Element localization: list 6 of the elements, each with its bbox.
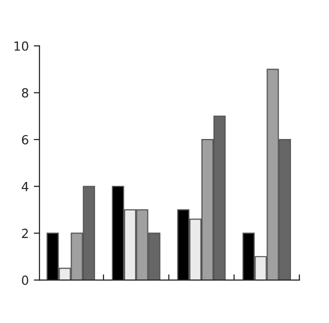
- y-tick-label: 6: [22, 135, 28, 144]
- y-tick-label: 2: [22, 228, 28, 238]
- y-tick-label: 8: [22, 88, 28, 98]
- y-tick-label: 10: [14, 41, 28, 51]
- y-tick-label: 0: [22, 276, 28, 285]
- y-tick-label: 4: [22, 182, 28, 192]
